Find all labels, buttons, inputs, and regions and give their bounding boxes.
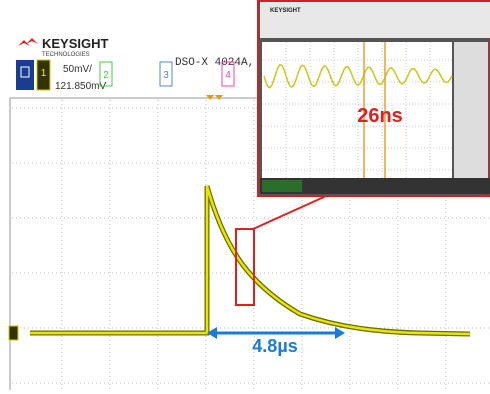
- inset: KEYSIGHT 26ns: [258, 0, 490, 196]
- ch1-label: 1: [41, 68, 47, 79]
- ch3-label: 3: [163, 70, 169, 81]
- inset-side-panel: [454, 42, 488, 178]
- ch1-offset: 121.850mV: [55, 81, 106, 92]
- screenshot: KEYSIGHT TECHNOLOGIES DSO-X 4024A, MY52 …: [0, 0, 490, 394]
- ch1-scale: 50mV/: [63, 64, 92, 75]
- ch2-label: 2: [103, 70, 109, 81]
- width-label: 4.8µs: [252, 336, 297, 356]
- run-indicator: [16, 60, 34, 90]
- inset-brand: KEYSIGHT: [270, 8, 301, 14]
- brand: KEYSIGHT: [42, 36, 109, 51]
- period-label: 26ns: [357, 105, 403, 127]
- brand-subtitle: TECHNOLOGIES: [42, 52, 90, 58]
- ch1-ground-marker: [9, 326, 18, 340]
- inset-softkey-active: [262, 180, 302, 192]
- page: KEYSIGHT TECHNOLOGIES DSO-X 4024A, MY52 …: [0, 0, 490, 394]
- ch4-label: 4: [225, 70, 231, 81]
